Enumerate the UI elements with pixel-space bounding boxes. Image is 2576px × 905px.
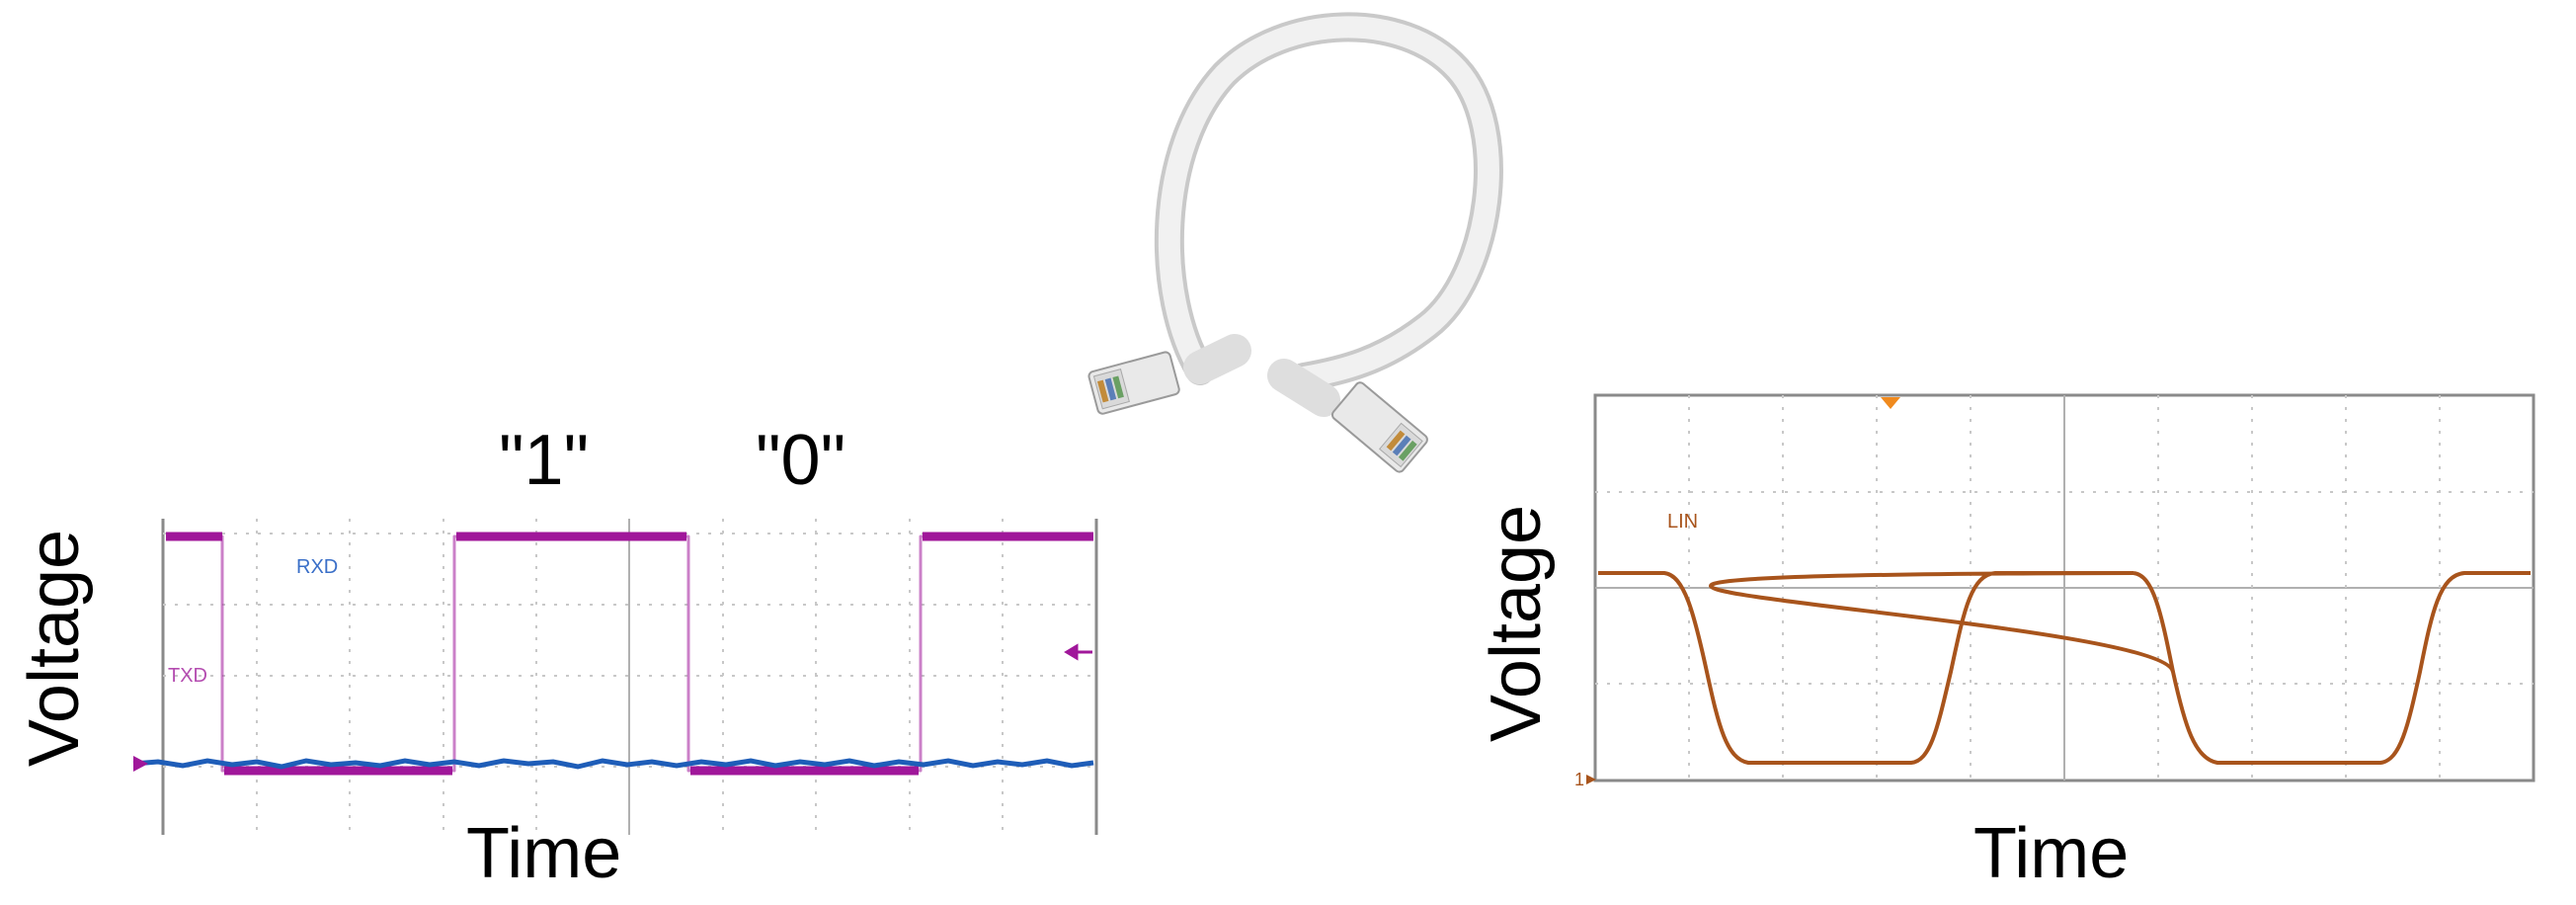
ground-marker-right: 1 — [1574, 770, 1584, 789]
ground-marker-left — [133, 756, 148, 772]
tx-trace — [166, 532, 1093, 776]
rx-trace — [132, 758, 1094, 770]
right-scope-grid — [1593, 393, 2536, 782]
right-x-axis-label: Time — [1973, 814, 2130, 893]
ground-tick-right — [1586, 775, 1596, 784]
ethernet-cable-icon — [1087, 12, 1503, 473]
lin-trace — [1598, 571, 2175, 765]
left-y-axis-label: Voltage — [15, 529, 94, 768]
arrow-left-icon — [1064, 643, 1092, 661]
right-y-axis-label: Voltage — [1477, 504, 1556, 743]
bit-zero-label: "0" — [756, 421, 846, 500]
channel-rx-label: RXD — [296, 556, 338, 578]
channel-lin-label: LIN — [1667, 511, 1698, 533]
left-x-axis-label: Time — [466, 814, 622, 893]
trigger-marker-icon — [1881, 397, 1900, 409]
lin-trace-segment — [2133, 571, 2531, 765]
channel-tx-label: TXD — [168, 665, 207, 687]
bit-one-label: "1" — [499, 421, 590, 500]
